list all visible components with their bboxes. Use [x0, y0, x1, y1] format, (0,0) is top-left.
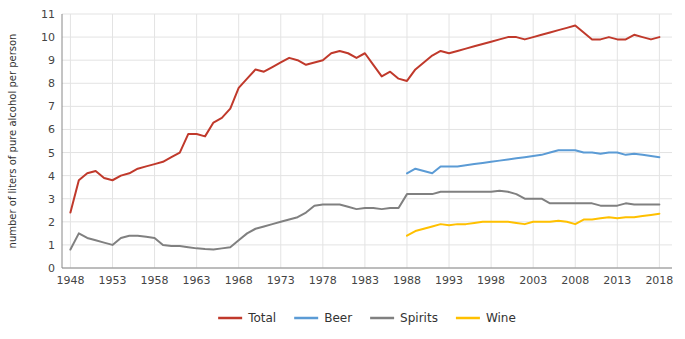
- y-tick-label: 11: [41, 8, 55, 21]
- y-tick-label: 2: [48, 216, 55, 229]
- legend-swatch: [218, 317, 242, 320]
- y-grid-line: [62, 244, 672, 245]
- series-line: [407, 214, 659, 236]
- x-tick-label: 2008: [561, 274, 589, 287]
- series-line: [70, 191, 659, 250]
- x-axis-line: [62, 268, 672, 269]
- x-tick-label: 1983: [351, 274, 379, 287]
- legend-label: Total: [247, 311, 276, 325]
- x-tick-label: 1963: [183, 274, 211, 287]
- y-grid-line: [62, 268, 672, 269]
- x-tick-label: 2018: [645, 274, 673, 287]
- x-tick-label: 2013: [603, 274, 631, 287]
- x-grid-line: [449, 14, 450, 268]
- chart: 0 1 2 3 4 5 6 7 8 9 10 11 1948 1953 1958 1963 1968 1973 19…: [0, 0, 685, 339]
- x-grid-line: [112, 14, 113, 268]
- x-tick-label: 1968: [225, 274, 253, 287]
- y-grid-line: [62, 106, 672, 107]
- y-tick-label: 6: [48, 123, 55, 136]
- legend-label: Beer: [324, 311, 352, 325]
- y-tick-label: 4: [48, 170, 55, 183]
- x-grid-line: [406, 14, 407, 268]
- x-tick-label: 1973: [267, 274, 295, 287]
- y-tick-label: 0: [48, 262, 55, 275]
- x-grid-line: [491, 14, 492, 268]
- y-grid-line: [62, 129, 672, 130]
- series-line: [407, 150, 659, 173]
- y-tick-label: 1: [48, 239, 55, 252]
- y-tick-label: 8: [48, 77, 55, 90]
- y-tick-label: 9: [48, 54, 55, 67]
- y-tick-label: 7: [48, 100, 55, 113]
- y-grid-line: [62, 198, 672, 199]
- y-tick-label: 10: [41, 31, 55, 44]
- x-tick-label: 1988: [393, 274, 421, 287]
- x-grid-line: [196, 14, 197, 268]
- x-tick-label: 1958: [141, 274, 169, 287]
- legend-swatch: [294, 317, 318, 320]
- y-tick-label: 5: [48, 147, 55, 160]
- grid: [62, 14, 672, 268]
- legend-swatch: [370, 317, 394, 320]
- x-grid-line: [70, 14, 71, 268]
- legend-swatch: [456, 317, 480, 320]
- x-grid-line: [364, 14, 365, 268]
- lines: [70, 26, 659, 250]
- legend-item: Wine: [456, 311, 516, 325]
- x-tick-label: 2003: [519, 274, 547, 287]
- series-line: [70, 26, 659, 213]
- legend-item: Beer: [294, 311, 352, 325]
- x-tick-label: 1978: [309, 274, 337, 287]
- y-grid-line: [62, 83, 672, 84]
- x-tick-label: 1953: [98, 274, 126, 287]
- y-axis-label: number of liters of pure alcohol per per…: [7, 34, 18, 249]
- x-grid-line: [533, 14, 534, 268]
- y-grid-line: [62, 60, 672, 61]
- x-grid-line: [322, 14, 323, 268]
- x-grid-line: [238, 14, 239, 268]
- legend-label: Spirits: [400, 311, 438, 325]
- y-grid-line: [62, 37, 672, 38]
- legend-item: Total: [218, 311, 276, 325]
- x-tick-label: 1993: [435, 274, 463, 287]
- y-axis-line: [62, 14, 63, 268]
- legend: Total Beer Spirits Wine: [218, 311, 516, 325]
- y-grid-line: [62, 175, 672, 176]
- x-tick-label: 1998: [477, 274, 505, 287]
- legend-item: Spirits: [370, 311, 438, 325]
- x-grid-line: [659, 14, 660, 268]
- y-grid-line: [62, 14, 672, 15]
- x-tick-label: 1948: [56, 274, 84, 287]
- x-grid-line: [280, 14, 281, 268]
- x-grid-line: [575, 14, 576, 268]
- y-tick-label: 3: [48, 193, 55, 206]
- x-grid-line: [154, 14, 155, 268]
- x-grid-line: [617, 14, 618, 268]
- legend-label: Wine: [486, 311, 516, 325]
